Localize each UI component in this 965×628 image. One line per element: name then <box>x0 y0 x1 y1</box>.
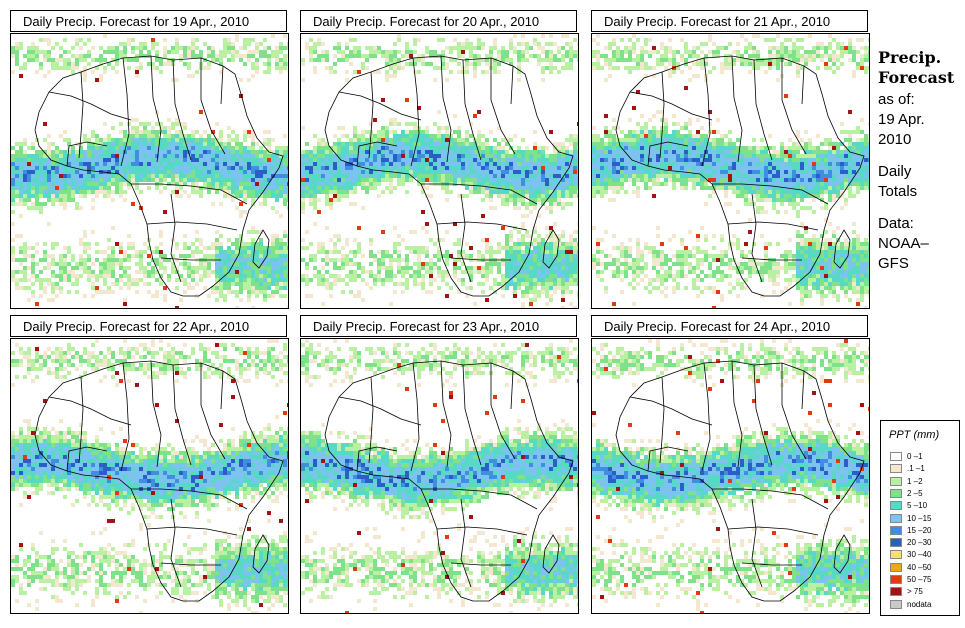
madagascar-outline <box>252 534 270 574</box>
precip-map <box>591 33 870 309</box>
madagascar-outline <box>542 229 560 269</box>
legend-swatch <box>890 476 902 486</box>
legend-label: 0 –1 <box>907 452 923 461</box>
legend-swatch <box>890 452 902 461</box>
madagascar-outline <box>833 229 851 269</box>
precip-map <box>10 338 289 614</box>
panel-title: Daily Precip. Forecast for 23 Apr., 2010 <box>300 315 577 337</box>
forecast-panel-1: Daily Precip. Forecast for 19 Apr., 2010 <box>10 10 289 309</box>
forecast-panel-2: Daily Precip. Forecast for 20 Apr., 2010 <box>300 10 579 309</box>
legend-swatch <box>890 599 902 609</box>
precip-map <box>10 33 289 309</box>
panel-title: Daily Precip. Forecast for 21 Apr., 2010 <box>591 10 868 32</box>
totals-label: Daily <box>878 163 912 180</box>
panel-title: Daily Precip. Forecast for 24 Apr., 2010 <box>591 315 868 337</box>
legend-label: 20 –30 <box>907 538 932 548</box>
africa-coastline <box>324 360 574 602</box>
legend-swatch <box>890 525 902 535</box>
legend-swatch <box>890 513 902 523</box>
legend-label: > 75 <box>907 587 923 597</box>
legend-label: 5 –10 <box>907 501 928 511</box>
precip-map <box>300 338 579 614</box>
country-borders <box>324 360 574 602</box>
info-sidebar: Precip. Forecast as of: 19 Apr. 2010 Dai… <box>878 48 964 274</box>
as-of-year: 2010 <box>878 131 912 148</box>
legend-title: PPT (mm) <box>889 429 940 441</box>
data-source: GFS <box>878 255 909 272</box>
data-source: NOAA– <box>878 235 929 252</box>
legend-swatch <box>890 464 902 474</box>
legend-swatch <box>890 562 902 572</box>
legend-label: nodata <box>907 599 932 609</box>
africa-coastline <box>324 55 574 297</box>
legend-label: 30 –40 <box>907 550 932 560</box>
legend-swatch <box>890 538 902 548</box>
totals-label: Totals <box>878 183 918 200</box>
forecast-panel-5: Daily Precip. Forecast for 23 Apr., 2010 <box>300 315 579 614</box>
data-label: Data: <box>878 215 914 232</box>
as-of-date: 19 Apr. <box>878 111 925 128</box>
madagascar-outline <box>833 534 851 574</box>
legend-swatch <box>890 587 902 597</box>
precip-map <box>300 33 579 309</box>
country-borders <box>34 360 284 602</box>
africa-coastline <box>615 55 865 297</box>
ppt-legend: PPT (mm) 0 –1 .1 –1 1 –2 2 –5 5 –10 10 –15 15 … <box>880 420 960 616</box>
panel-title: Daily Precip. Forecast for 22 Apr., 2010 <box>10 315 287 337</box>
country-borders <box>324 55 574 297</box>
africa-coastline <box>34 360 284 602</box>
legend-swatch <box>890 550 902 560</box>
madagascar-outline <box>252 229 270 269</box>
forecast-panel-3: Daily Precip. Forecast for 21 Apr., 2010 <box>591 10 870 309</box>
legend-label: 15 –20 <box>907 525 932 535</box>
legend-label: 1 –2 <box>907 476 923 486</box>
legend-swatch <box>890 575 902 584</box>
legend-label: 40 –50 <box>907 562 932 572</box>
panel-title: Daily Precip. Forecast for 19 Apr., 2010 <box>10 10 287 32</box>
forecast-panel-4: Daily Precip. Forecast for 22 Apr., 2010 <box>10 315 289 614</box>
forecast-panel-6: Daily Precip. Forecast for 24 Apr., 2010 <box>591 315 870 614</box>
africa-coastline <box>34 55 284 297</box>
sidebar-heading: Forecast <box>878 68 955 87</box>
legend-label: 50 –75 <box>907 575 932 584</box>
africa-coastline <box>615 360 865 602</box>
panel-title: Daily Precip. Forecast for 20 Apr., 2010 <box>300 10 577 32</box>
legend-swatch <box>890 501 902 511</box>
sidebar-heading: Precip. <box>878 48 942 67</box>
country-borders <box>34 55 284 297</box>
legend-label: 2 –5 <box>907 488 923 498</box>
legend-label: .1 –1 <box>907 464 925 474</box>
legend-label: 10 –15 <box>907 513 932 523</box>
as-of-label: as of: <box>878 91 915 108</box>
madagascar-outline <box>542 534 560 574</box>
legend-swatch <box>890 488 902 498</box>
country-borders <box>615 360 865 602</box>
country-borders <box>615 55 865 297</box>
precip-map <box>591 338 870 614</box>
